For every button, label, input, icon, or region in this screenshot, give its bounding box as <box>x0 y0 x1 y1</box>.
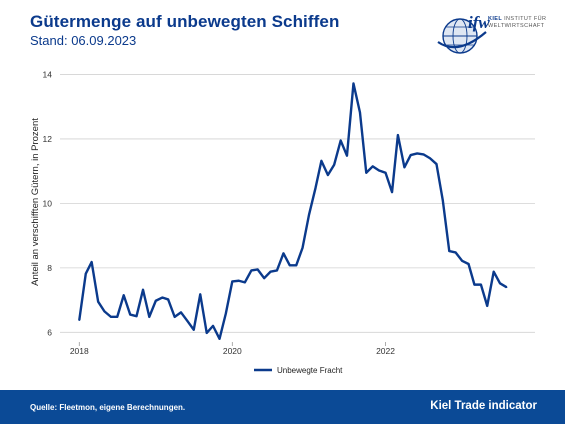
data-point <box>416 152 419 155</box>
data-point <box>250 269 253 272</box>
data-point <box>129 313 132 316</box>
data-point <box>148 315 151 318</box>
data-point <box>320 159 323 162</box>
data-point <box>154 299 157 302</box>
footer-brand: Kiel Trade indicator <box>430 400 537 412</box>
y-tick-label-6: 6 <box>47 327 52 337</box>
data-point <box>384 171 387 174</box>
data-point <box>378 169 380 172</box>
data-point <box>282 252 285 255</box>
data-point <box>256 268 259 271</box>
data-point <box>142 288 144 291</box>
y-tick-label-8: 8 <box>47 263 52 273</box>
data-point <box>103 310 106 313</box>
logo-wordmark: ifw <box>468 13 490 32</box>
data-point <box>288 264 291 267</box>
y-tick-label-14: 14 <box>43 69 53 79</box>
data-point <box>224 312 227 315</box>
data-point <box>326 174 329 176</box>
y-tick-label-10: 10 <box>43 198 53 208</box>
data-point <box>492 270 495 273</box>
data-point <box>461 259 463 262</box>
data-point <box>346 154 348 157</box>
data-point <box>371 165 374 168</box>
data-point <box>333 163 336 166</box>
y-tick-label-12: 12 <box>43 134 53 144</box>
data-point <box>397 134 399 136</box>
line-chart: 6 8 10 12 14 2018 2020 2022 Anteil an verschif… <box>30 69 535 375</box>
data-point <box>173 315 176 318</box>
data-point <box>135 315 138 318</box>
data-point <box>199 293 202 296</box>
legend-label: Unbewegte Fracht <box>277 366 343 375</box>
data-point <box>237 279 240 282</box>
data-point <box>308 213 310 216</box>
data-point <box>205 332 208 334</box>
x-axis-ticks: 2018 2020 2022 <box>70 342 395 356</box>
data-point <box>231 280 234 283</box>
x-tick-label-2020: 2020 <box>223 346 242 356</box>
data-point <box>167 298 170 301</box>
series-line-0 <box>78 82 508 340</box>
y-axis-label: Anteil an verschifften Gütern, in Prozen… <box>30 118 41 286</box>
data-point <box>110 315 112 318</box>
data-point <box>269 270 272 273</box>
data-point <box>84 272 87 275</box>
data-point <box>359 111 361 114</box>
data-point <box>422 153 425 156</box>
data-point <box>295 264 298 267</box>
data-point <box>243 281 246 284</box>
data-point <box>218 337 221 340</box>
data-point <box>116 315 119 318</box>
footer-bar: Quelle: Fleetmon, eigene Berechnungen. K… <box>0 390 565 424</box>
data-point <box>90 261 93 263</box>
data-point <box>448 250 451 252</box>
data-point <box>435 163 438 165</box>
data-point <box>122 294 125 297</box>
data-point <box>301 246 304 249</box>
data-point <box>441 199 444 202</box>
chart-title: Gütermenge auf unbewegten Schiffen <box>30 12 340 31</box>
chart-subtitle: Stand: 06.09.2023 <box>30 33 137 48</box>
data-point <box>339 139 342 142</box>
data-point <box>391 191 393 194</box>
data-point <box>352 82 355 85</box>
logo-subtitle-line1: KIEL INSTITUT FÜR <box>488 16 547 22</box>
data-point <box>186 320 189 322</box>
data-point <box>212 324 214 327</box>
gridlines <box>60 74 535 333</box>
data-point <box>499 282 501 285</box>
x-tick-label-2018: 2018 <box>70 346 89 356</box>
ifw-globe-logo-icon <box>437 18 487 54</box>
series-group <box>78 82 508 340</box>
logo-subtitle-line2: WELTWIRTSCHAFT <box>488 23 545 29</box>
data-point <box>180 311 182 314</box>
data-point <box>97 300 100 303</box>
data-point <box>78 319 81 321</box>
data-point <box>403 166 406 169</box>
data-point <box>480 283 482 286</box>
data-point <box>429 157 431 160</box>
y-axis-ticks: 6 8 10 12 14 <box>43 69 53 337</box>
data-point <box>505 286 508 289</box>
legend: Unbewegte Fracht <box>254 366 343 375</box>
x-tick-label-2022: 2022 <box>376 346 395 356</box>
data-point <box>365 171 368 174</box>
data-point <box>467 263 470 265</box>
data-point <box>314 187 317 189</box>
data-point <box>454 251 457 254</box>
data-point <box>276 269 278 272</box>
data-point <box>409 154 412 156</box>
data-point <box>263 277 266 280</box>
data-point <box>486 304 489 307</box>
footer-source: Quelle: Fleetmon, eigene Berechnungen. <box>30 403 186 412</box>
data-point <box>192 328 195 331</box>
data-point <box>161 296 164 299</box>
data-point <box>473 283 476 286</box>
